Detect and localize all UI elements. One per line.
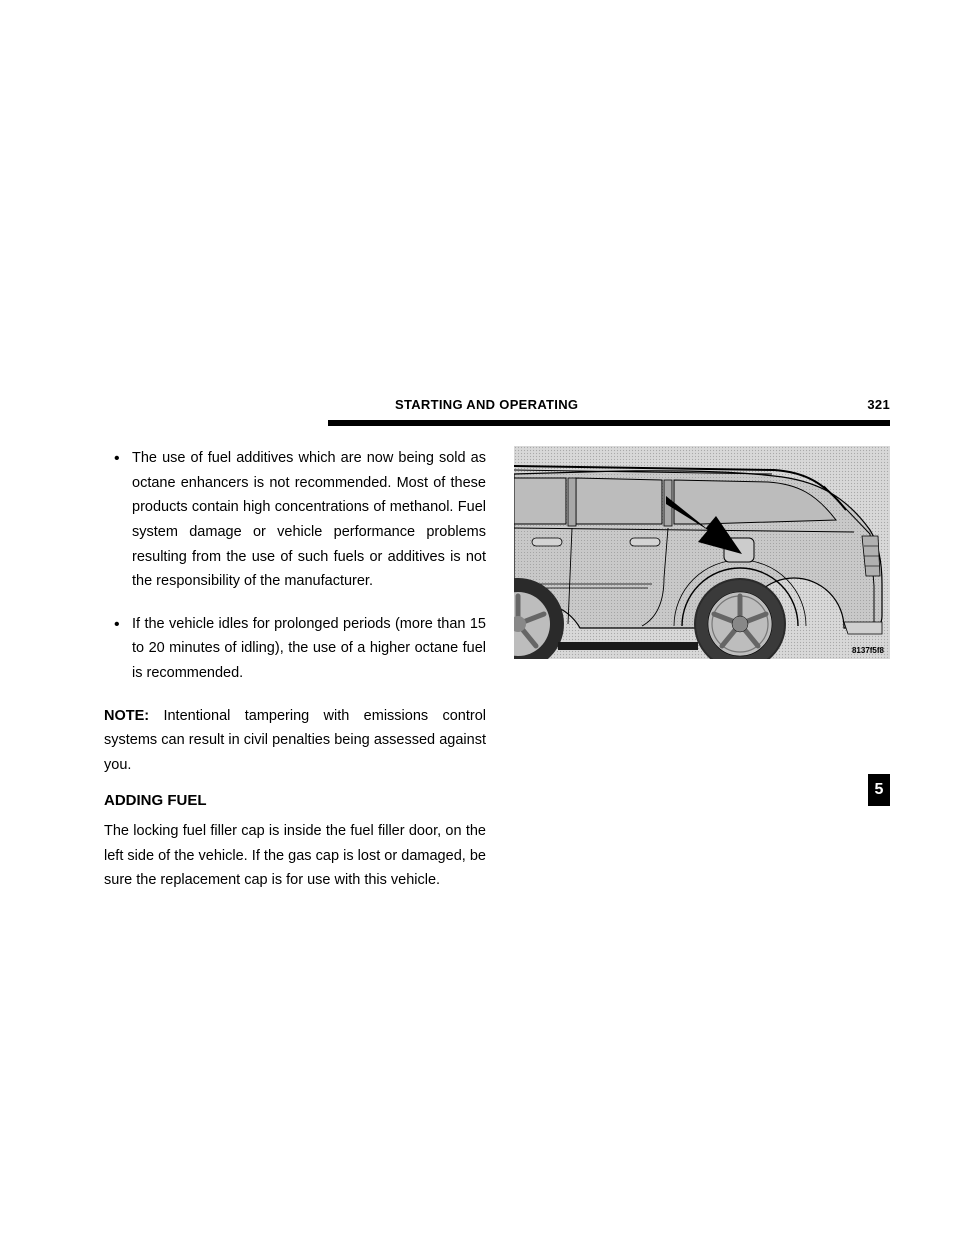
section-body: The locking fuel filler cap is inside th… [104,819,486,893]
tab-label: 5 [875,781,884,799]
section-title: STARTING AND OPERATING [395,397,578,412]
note-label: NOTE: [104,708,149,724]
vehicle-figure: 8137f5f8 [514,446,890,659]
page-number: 321 [867,397,890,412]
note-paragraph: NOTE: Intentional tampering with emissio… [104,704,486,778]
note-body: Intentional tampering with emissions con… [104,708,486,773]
section-tab: 5 [868,774,890,806]
left-column: The use of fuel additives which are now … [104,446,486,893]
section-heading: ADDING FUEL [104,788,486,814]
header-rule [328,420,890,426]
page-number [102,397,106,412]
figure-id: 8137f5f8 [852,646,884,655]
bullet-item: The use of fuel additives which are now … [104,446,486,594]
right-column: 8137f5f8 [514,446,890,893]
bullet-item: If the vehicle idles for prolonged perio… [104,612,486,686]
